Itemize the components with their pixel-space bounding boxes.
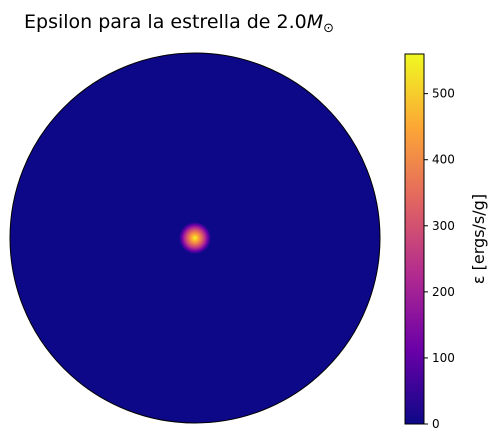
colorbar: 0 100 200 300 400 500 ε [ergs/s/g] — [404, 53, 488, 431]
colorbar-tick-label: 500 — [432, 87, 455, 101]
colorbar-tick-label: 200 — [432, 285, 455, 299]
colorbar-tick-label: 300 — [432, 219, 455, 233]
chart-title-subscript: ⊙ — [323, 21, 334, 36]
chart-title-symbol: M — [307, 11, 323, 33]
heatmap-hotspot — [179, 222, 211, 254]
chart-title: Epsilon para la estrella de 2.0M⊙ — [24, 11, 334, 36]
heatmap-plot — [9, 52, 381, 424]
colorbar-ticks: 0 100 200 300 400 500 — [424, 87, 455, 431]
colorbar-tick-label: 0 — [432, 417, 440, 431]
colorbar-tick-label: 400 — [432, 153, 455, 167]
colorbar-tick-label: 100 — [432, 351, 455, 365]
colorbar-label: ε [ergs/s/g] — [469, 194, 488, 284]
colorbar-gradient — [404, 53, 425, 425]
chart-title-prefix: Epsilon para la estrella de 2.0 — [24, 11, 307, 33]
